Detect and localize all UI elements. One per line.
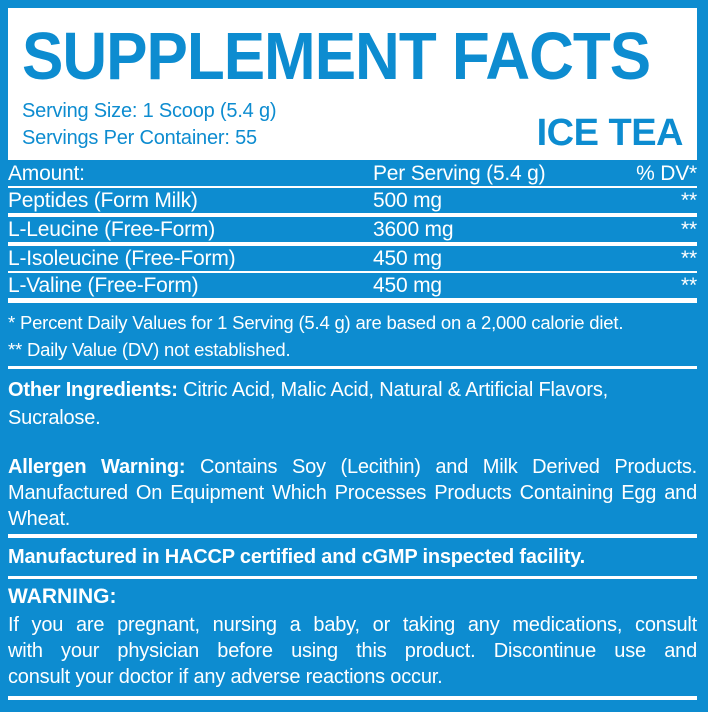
footnote-daily-value: * Percent Daily Values for 1 Serving (5.… xyxy=(8,312,624,333)
manufacturing-statement: Manufactured in HACCP certified and cGMP… xyxy=(8,546,586,568)
ingredient-name: Peptides (Form Milk) xyxy=(8,189,198,212)
ingredient-dv: ** xyxy=(681,189,697,212)
allergen-line2: Manufactured On Equipment Which Processe… xyxy=(8,482,697,504)
bottom-rule xyxy=(8,696,697,700)
table-divider xyxy=(8,242,697,246)
facts-table: Amount: Per Serving (5.4 g) % DV* Peptid… xyxy=(8,162,697,303)
header-panel: SUPPLEMENT FACTS Serving Size: 1 Scoop (… xyxy=(8,8,697,160)
column-header-per-serving: Per Serving (5.4 g) xyxy=(373,162,546,185)
section-divider xyxy=(8,576,697,579)
flavor-name: ICE TEA xyxy=(536,112,684,154)
ingredient-amount: 3600 mg xyxy=(373,218,454,241)
warning-line1: If you are pregnant, nursing a baby, or … xyxy=(8,614,697,636)
other-ingredients-label: Other Ingredients: xyxy=(8,379,178,401)
table-row: Peptides (Form Milk) 500 mg ** xyxy=(8,188,697,213)
table-row: L-Valine (Free-Form) 450 mg ** xyxy=(8,273,697,298)
ingredient-dv: ** xyxy=(681,274,697,297)
servings-per-container: Servings Per Container: 55 xyxy=(22,127,257,149)
ingredient-name: L-Leucine (Free-Form) xyxy=(8,218,216,241)
warning-section: WARNING: If you are pregnant, nursing a … xyxy=(8,586,697,690)
header-serving-row: Serving Size: 1 Scoop (5.4 g) Servings P… xyxy=(22,98,684,154)
page-title: SUPPLEMENT FACTS xyxy=(22,19,651,95)
footnote-not-established: ** Daily Value (DV) not established. xyxy=(8,339,291,360)
ingredient-dv: ** xyxy=(681,247,697,270)
warning-title: WARNING: xyxy=(8,585,117,608)
footnotes: * Percent Daily Values for 1 Serving (5.… xyxy=(8,309,697,363)
table-divider xyxy=(8,186,697,188)
other-ingredients: Other Ingredients: Citric Acid, Malic Ac… xyxy=(8,376,697,432)
column-header-dv: % DV* xyxy=(636,162,697,185)
ingredient-name: L-Valine (Free-Form) xyxy=(8,274,199,297)
ingredient-amount: 500 mg xyxy=(373,189,442,212)
column-header-amount: Amount: xyxy=(8,162,85,185)
allergen-line3: Wheat. xyxy=(8,508,71,530)
warning-line3: consult your doctor if any adverse react… xyxy=(8,666,443,688)
ingredient-dv: ** xyxy=(681,218,697,241)
ingredient-name: L-Isoleucine (Free-Form) xyxy=(8,247,236,270)
allergen-label: Allergen Warning: xyxy=(8,456,186,478)
warning-line2: with your physician before using this pr… xyxy=(8,640,697,662)
table-divider xyxy=(8,213,697,217)
table-divider xyxy=(8,271,697,273)
ingredient-amount: 450 mg xyxy=(373,247,442,270)
ingredient-amount: 450 mg xyxy=(373,274,442,297)
table-header-row: Amount: Per Serving (5.4 g) % DV* xyxy=(8,162,697,186)
section-divider xyxy=(8,366,697,369)
table-bottom-rule xyxy=(8,298,697,303)
serving-size: Serving Size: 1 Scoop (5.4 g) xyxy=(22,100,277,122)
allergen-line1: Allergen Warning: Contains Soy (Lecithin… xyxy=(8,454,697,480)
table-row: L-Isoleucine (Free-Form) 450 mg ** xyxy=(8,246,697,271)
serving-info: Serving Size: 1 Scoop (5.4 g) Servings P… xyxy=(22,98,277,152)
table-row: L-Leucine (Free-Form) 3600 mg ** xyxy=(8,217,697,242)
section-divider xyxy=(8,534,697,538)
other-ingredients-line1: Other Ingredients: Citric Acid, Malic Ac… xyxy=(8,376,697,404)
warning-paragraph: If you are pregnant, nursing a baby, or … xyxy=(8,612,697,690)
other-ingredients-text: Citric Acid, Malic Acid, Natural & Artif… xyxy=(177,379,608,401)
allergen-text: Contains Soy (Lecithin) and Milk Derived… xyxy=(185,456,697,478)
allergen-warning: Allergen Warning: Contains Soy (Lecithin… xyxy=(8,454,697,532)
other-ingredients-line2: Sucralose. xyxy=(8,407,101,429)
